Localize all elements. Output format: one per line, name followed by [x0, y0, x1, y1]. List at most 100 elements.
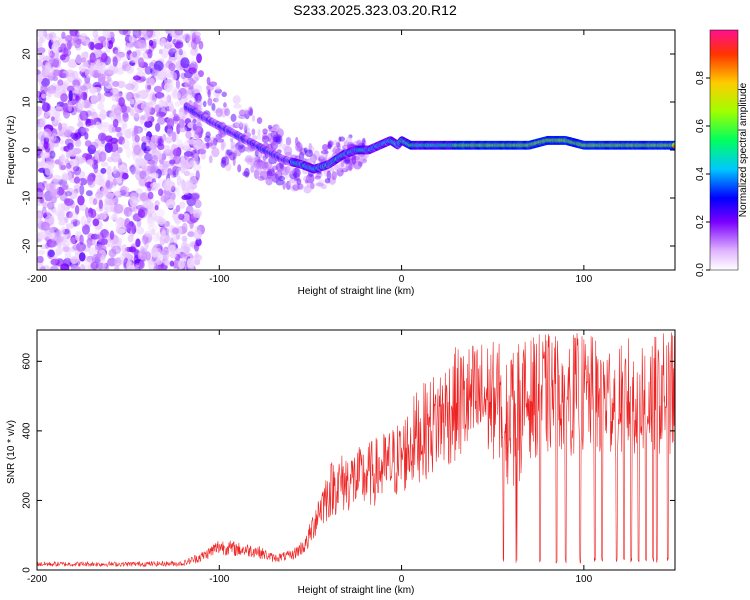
- spectrogram-cell: [68, 70, 73, 79]
- spectrogram-cell: [215, 94, 220, 104]
- y-tick-label: -20: [22, 238, 33, 253]
- spectrogram-cell: [193, 229, 203, 240]
- spectrogram-cell: [122, 112, 129, 122]
- spectrogram-cell: [64, 191, 73, 197]
- spectrogram-cell: [60, 43, 67, 51]
- spectrogram-cell: [37, 59, 43, 68]
- spectrogram-cell: [37, 106, 43, 117]
- spectrogram-cell: [124, 44, 131, 52]
- spectrogram-cell: [166, 118, 175, 130]
- spectrogram-cell: [81, 224, 90, 235]
- spectrogram-cell: [112, 166, 117, 175]
- spectrogram-cell: [326, 170, 332, 180]
- spectrogram-cell: [215, 138, 225, 143]
- spectrogram-cell: [105, 69, 115, 75]
- spectrogram-cell: [131, 51, 138, 58]
- spectrogram-cell: [157, 143, 165, 151]
- spectrogram-cell: [154, 200, 160, 207]
- spectrogram-cell: [155, 257, 163, 266]
- spectrogram-cell: [211, 147, 220, 158]
- spectrogram-cell: [180, 57, 190, 69]
- spectrogram-cell: [38, 50, 45, 61]
- spectrogram-cell: [119, 186, 130, 193]
- spectrogram-cell: [288, 180, 294, 187]
- spectrogram-cell: [195, 122, 203, 130]
- spectrogram-cell: [50, 231, 58, 242]
- spectrogram-cell: [80, 57, 87, 63]
- spectrogram-cell: [221, 91, 227, 98]
- spectrogram-cell: [97, 102, 105, 111]
- spectrogram-cell: [116, 176, 123, 184]
- spectrogram-cell: [332, 145, 340, 155]
- spectrogram-cell: [113, 106, 122, 116]
- spectrogram-cell: [121, 250, 130, 258]
- spectrogram-cell: [158, 106, 168, 117]
- spectrogram-cell: [74, 205, 80, 215]
- spectrogram-cell: [45, 61, 52, 70]
- bottom-x-axis-label: Height of straight line (km): [298, 585, 415, 596]
- spectrogram-cell: [146, 92, 153, 101]
- spectrogram-cell: [174, 41, 184, 49]
- spectrogram-cell: [54, 110, 60, 119]
- spectrogram-cell: [174, 101, 182, 107]
- chart-title: S233.2025.323.03.20.R12: [293, 2, 457, 18]
- spectrogram-cell: [165, 41, 171, 49]
- spectrogram-cell: [97, 132, 107, 142]
- spectrogram-cell: [346, 136, 353, 143]
- spectrogram-cell: [44, 33, 54, 41]
- colorbar-tick-label: 0.2: [695, 215, 706, 229]
- spectrogram-cell: [152, 251, 160, 258]
- spectrogram-cell: [101, 185, 108, 194]
- spectrogram-cell: [167, 168, 173, 176]
- spectrogram-cell: [221, 156, 230, 166]
- spectrogram-cell: [97, 232, 103, 243]
- spectrogram-cell: [116, 217, 125, 226]
- spectrogram-cell: [147, 48, 153, 59]
- spectrogram-cell: [70, 132, 78, 140]
- spectrogram-cell: [266, 175, 274, 181]
- spectrogram-cell: [98, 36, 107, 42]
- spectrogram-cell: [109, 112, 117, 120]
- spectrogram-cell: [171, 91, 182, 100]
- spectrogram-cell: [190, 91, 195, 99]
- spectrogram-cell: [68, 190, 78, 200]
- spectrogram-cell: [61, 174, 70, 181]
- spectrogram-cell: [257, 129, 261, 137]
- spectrogram-cell: [175, 167, 180, 179]
- spectrogram-cell: [115, 228, 126, 234]
- spectrogram-cell: [42, 128, 52, 139]
- spectrogram-cell: [59, 127, 69, 138]
- spectrogram-cell: [141, 30, 151, 37]
- spectrogram-cell: [109, 141, 119, 153]
- spectrogram-cell: [77, 99, 85, 111]
- spectrogram-cell: [169, 260, 174, 267]
- spectrogram-cell: [163, 180, 173, 191]
- spectrogram-cell: [60, 263, 70, 270]
- spectrogram-cell: [93, 86, 102, 93]
- spectrogram-cell: [175, 79, 181, 90]
- spectrogram-cell: [192, 73, 197, 81]
- spectrogram-cell: [154, 205, 159, 211]
- spectrogram-cell: [84, 67, 94, 79]
- spectrogram-cell: [37, 41, 43, 48]
- spectrogram-cell: [232, 95, 241, 105]
- spectrogram-cell: [256, 134, 262, 141]
- spectrogram-cell: [165, 198, 176, 209]
- spectrogram-cell: [37, 198, 41, 207]
- spectrogram-cell: [94, 225, 100, 236]
- spectrogram-cell: [72, 166, 80, 172]
- spectrogram-cell: [249, 108, 253, 117]
- spectrogram-cell: [66, 211, 73, 219]
- spectrogram-cell: [98, 151, 107, 163]
- spectrogram-cell: [37, 131, 45, 141]
- spectrogram-cell: [178, 213, 185, 221]
- spectrogram-cell: [296, 178, 302, 186]
- spectrogram-cell: [69, 30, 78, 37]
- spectrogram-cell: [52, 135, 61, 144]
- spectrogram-cell: [106, 75, 112, 82]
- spectrogram-cell: [254, 149, 259, 157]
- spectrogram-cell: [37, 161, 47, 167]
- spectrogram-cell: [102, 210, 109, 218]
- spectrogram-cell: [181, 222, 188, 234]
- spectrogram-cell: [37, 124, 43, 131]
